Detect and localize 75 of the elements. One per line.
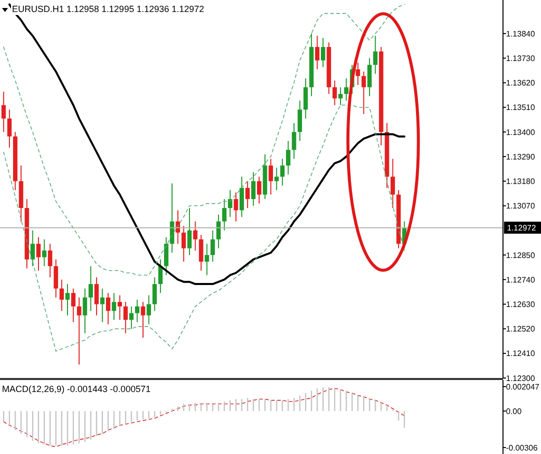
candlestick — [94, 276, 99, 316]
candlestick — [245, 180, 250, 209]
y-tick-label: 0.002047 — [506, 382, 540, 392]
candlestick — [82, 288, 88, 334]
text: MACD(12,26,9) -0.001443 -0.000571 — [2, 384, 151, 394]
y-tick-label: -0.00306 — [506, 443, 538, 452]
candlestick — [164, 236, 168, 276]
candlestick — [146, 294, 152, 325]
candlestick — [356, 62, 360, 86]
line-series — [3, 388, 405, 448]
candlestick — [71, 288, 76, 323]
candlestick — [112, 292, 116, 320]
candlestick — [268, 158, 273, 196]
y-tick-label: 1.13620 — [506, 78, 536, 88]
candlestick — [106, 292, 110, 325]
candlestick — [344, 78, 348, 102]
candlestick — [256, 176, 262, 204]
candlestick — [42, 238, 46, 267]
candlestick — [76, 296, 82, 366]
candlestick — [123, 301, 128, 334]
candlestick — [54, 258, 58, 298]
candlestick — [181, 225, 186, 262]
line-series — [3, 104, 405, 352]
candlestick — [286, 140, 290, 175]
y-tick-label: 1.13290 — [506, 152, 536, 162]
candlestick — [315, 35, 320, 70]
candlestick — [373, 35, 378, 74]
candlestick — [303, 78, 308, 120]
candlestick — [88, 266, 93, 312]
y-tick-label: 1.13510 — [506, 103, 536, 112]
y-tick-label: 1.13730 — [506, 54, 536, 63]
y-tick-label: 1.12630 — [506, 300, 536, 309]
candlestick — [234, 192, 238, 222]
candlestick — [140, 301, 146, 338]
candlestick — [210, 230, 215, 262]
y-tick-label: 0.00 — [506, 406, 522, 416]
candlestick — [135, 299, 140, 323]
y-tick-label: 1.13400 — [506, 128, 536, 137]
y-tick-label: 1.12740 — [506, 275, 536, 284]
candlestick — [129, 306, 134, 330]
candlestick — [193, 220, 198, 252]
text: EURUSD.H1 1.12958 1.12995 1.12936 1.12972 — [12, 4, 204, 14]
y-tick-label: 1.13070 — [506, 202, 536, 211]
candlestick — [198, 234, 204, 272]
candlestick — [30, 230, 35, 267]
y-tick-label: 1.12300 — [506, 374, 536, 383]
candlestick — [100, 288, 105, 323]
candlestick — [240, 176, 244, 218]
ref-line-label: 1.12972 — [507, 224, 536, 233]
candlestick — [152, 276, 157, 312]
candlestick — [228, 190, 232, 218]
candlestick — [332, 80, 337, 106]
candlestick — [390, 158, 395, 209]
candlestick — [48, 243, 52, 278]
candlestick — [118, 294, 122, 320]
candlestick — [60, 279, 64, 312]
y-tick-label: 1.12520 — [506, 324, 536, 334]
y-tick-label: 1.12410 — [506, 349, 536, 358]
candlestick — [362, 71, 366, 115]
candlestick — [320, 38, 326, 68]
y-tick-label: 1.13840 — [506, 29, 536, 38]
candlestick — [7, 109, 12, 148]
candlestick — [338, 86, 343, 106]
candlestick — [274, 167, 279, 191]
y-tick-label: 1.13180 — [506, 176, 536, 186]
candlestick — [204, 243, 210, 276]
y-tick-label: 1.12850 — [506, 250, 536, 260]
candlestick — [222, 198, 227, 231]
candlestick — [1, 91, 6, 132]
candlestick — [298, 100, 302, 142]
candlestick — [251, 172, 256, 206]
candlestick — [280, 158, 285, 186]
candlestick — [187, 208, 192, 256]
candlestick — [292, 122, 296, 160]
candlestick — [367, 58, 372, 97]
